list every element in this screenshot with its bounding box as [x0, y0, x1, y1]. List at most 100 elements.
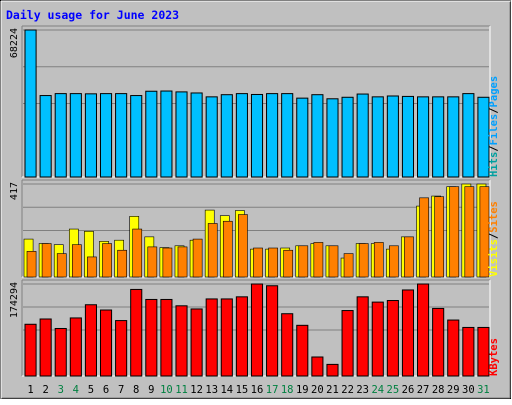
- x-tick-label: 26: [402, 384, 415, 396]
- bar-kbytes: [477, 326, 490, 377]
- bar-kbytes: [235, 296, 248, 377]
- bar-kbytes: [311, 356, 324, 377]
- bar-files: [477, 96, 490, 178]
- y-max-label: 174294: [9, 282, 20, 318]
- bar-files: [341, 96, 354, 178]
- x-tick-label: 7: [118, 384, 124, 396]
- bar-kbytes: [205, 298, 218, 377]
- bar-kbytes: [341, 310, 354, 377]
- bar-files: [371, 96, 384, 178]
- bar-files: [311, 94, 324, 178]
- x-tick-label: 3: [58, 384, 64, 396]
- x-tick-label: 20: [311, 384, 324, 396]
- x-tick-label: 10: [160, 384, 173, 396]
- x-tick-label: 14: [220, 384, 233, 396]
- bar-sites: [268, 247, 278, 278]
- bar-kbytes: [99, 309, 113, 377]
- bar-files: [39, 95, 52, 178]
- bar-sites: [56, 253, 67, 278]
- x-tick-label: 30: [462, 384, 475, 396]
- bar-files: [250, 93, 264, 178]
- bar-files: [115, 93, 128, 178]
- bar-files: [235, 93, 248, 178]
- x-tick-label: 12: [190, 384, 203, 396]
- bar-files: [69, 93, 82, 178]
- bar-files: [417, 96, 430, 178]
- bar-files: [84, 93, 97, 178]
- x-tick-label: 11: [175, 384, 188, 396]
- bar-sites: [26, 251, 37, 278]
- bar-kbytes: [281, 313, 294, 377]
- bar-files: [296, 97, 309, 178]
- legend-separator: /: [488, 145, 500, 151]
- bar-kbytes: [220, 298, 233, 377]
- bar-sites: [253, 247, 263, 278]
- bar-sites: [298, 245, 309, 278]
- bar-files: [356, 93, 369, 178]
- bar-kbytes: [69, 317, 82, 377]
- bar-sites: [41, 243, 52, 278]
- bar-kbytes: [145, 298, 158, 377]
- bar-kbytes: [160, 298, 173, 377]
- legend-kbytes: KBytes: [488, 338, 500, 376]
- bar-files: [432, 96, 445, 178]
- x-tick-label: 8: [133, 384, 139, 396]
- bar-sites: [132, 228, 143, 278]
- bar-sites: [117, 249, 127, 278]
- x-tick-label: 5: [88, 384, 94, 396]
- bar-sites: [479, 186, 490, 278]
- bar-sites: [207, 223, 218, 278]
- bar-sites: [343, 253, 354, 278]
- bar-files: [190, 92, 203, 178]
- legend-hits: Hits: [488, 152, 500, 177]
- bar-files: [99, 93, 113, 178]
- x-tick-label: 1: [27, 384, 33, 396]
- legend-pages: Pages: [488, 76, 500, 108]
- bar-files: [145, 90, 158, 178]
- chart-title: Daily usage for June 2023: [6, 8, 179, 22]
- bar-sites: [449, 186, 460, 278]
- bar-kbytes: [432, 307, 445, 377]
- legend-visits: Visits: [488, 239, 500, 277]
- bar-sites: [222, 220, 233, 278]
- x-tick-label: 21: [326, 384, 339, 396]
- bar-files: [326, 98, 339, 178]
- bar-sites: [71, 244, 82, 278]
- bar-sites: [102, 243, 112, 278]
- bar-sites: [389, 245, 399, 278]
- x-tick-label: 13: [205, 384, 218, 396]
- bar-kbytes: [296, 324, 309, 377]
- bar-sites: [192, 238, 203, 278]
- x-tick-label: 6: [103, 384, 109, 396]
- x-tick-label: 4: [73, 384, 79, 396]
- x-tick-label: 28: [432, 384, 445, 396]
- bar-sites: [434, 196, 445, 278]
- legend: KBytes: [488, 338, 500, 376]
- bar-sites: [328, 245, 339, 278]
- bar-files: [130, 95, 143, 178]
- bar-files: [447, 96, 460, 178]
- legend: Hits/Files/Pages: [488, 76, 500, 177]
- bar-sites: [162, 247, 173, 278]
- bar-kbytes: [115, 320, 128, 377]
- bar-files: [401, 95, 415, 178]
- bar-kbytes: [326, 363, 339, 377]
- bar-kbytes: [84, 304, 97, 377]
- bar-files: [205, 96, 218, 178]
- bar-sites: [404, 236, 414, 278]
- legend-separator: /: [488, 233, 500, 239]
- bar-kbytes: [175, 305, 188, 377]
- bar-sites: [419, 197, 429, 278]
- y-max-label: 68224: [9, 28, 20, 58]
- bar-sites: [373, 242, 384, 278]
- x-tick-label: 15: [236, 384, 249, 396]
- x-tick-label: 29: [447, 384, 460, 396]
- x-tick-label: 2: [42, 384, 48, 396]
- panel-visits-sites: 417 Visits/Sites: [9, 179, 500, 278]
- bar-sites: [358, 243, 369, 278]
- bar-files: [160, 90, 173, 178]
- bar-kbytes: [250, 283, 264, 377]
